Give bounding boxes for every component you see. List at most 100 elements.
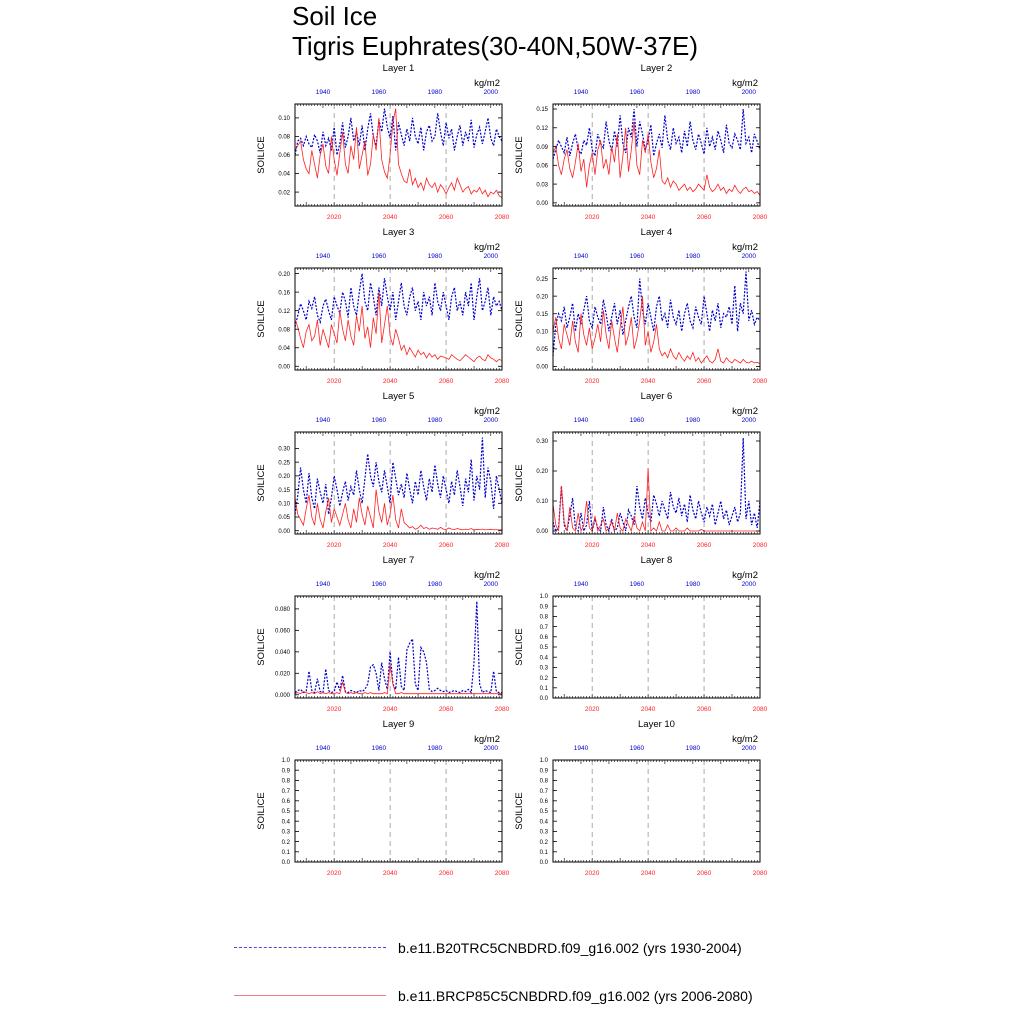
x-bottom-tick-label: 2060 xyxy=(439,706,454,713)
legend-historical-line xyxy=(234,947,386,948)
x-bottom-tick-label: 2040 xyxy=(641,378,656,385)
legend-future: b.e11.BRCP85C5CNBDRD.f09_g16.002 (yrs 20… xyxy=(234,986,794,1006)
y-axis-label: SOILICE xyxy=(256,136,267,174)
x-bottom-tick-label: 2020 xyxy=(585,378,600,385)
y-tick-label: 0.30 xyxy=(536,439,548,445)
panel-title: Layer 6 xyxy=(641,391,673,402)
y-tick-label: 0.06 xyxy=(536,164,548,170)
legend-future-line xyxy=(234,995,386,996)
y-tick-label: 0.15 xyxy=(278,488,290,494)
x-bottom-tick-label: 2040 xyxy=(383,378,398,385)
panel-layer-4: 0.00 0.05 0.10 0.15 0.20 0.25 2020 2040 2060 2080… xyxy=(514,227,768,385)
series-future-line xyxy=(294,489,503,531)
x-top-tick-label: 1960 xyxy=(630,417,645,424)
y-tick-label: 0.8 xyxy=(282,779,291,785)
plot-frame xyxy=(552,595,761,699)
y-axis-label: SOILICE xyxy=(514,464,525,502)
units-label: kg/m2 xyxy=(474,78,500,89)
series-historical-line xyxy=(294,437,503,515)
y-tick-label: 0.00 xyxy=(278,529,290,535)
x-top-tick-label: 2000 xyxy=(484,253,499,260)
panel-title: Layer 2 xyxy=(641,63,673,74)
x-top-tick-label: 1960 xyxy=(372,581,387,588)
y-tick-label: 0.10 xyxy=(536,499,548,505)
x-top-tick-label: 1940 xyxy=(316,253,331,260)
units-label: kg/m2 xyxy=(474,570,500,581)
panel-layer-5: 0.00 0.05 0.10 0.15 0.20 0.25 0.30 2020 2040 2060… xyxy=(256,391,510,549)
y-axis-label: SOILICE xyxy=(514,628,525,666)
x-top-tick-label: 1980 xyxy=(428,89,443,96)
panel-title: Layer 4 xyxy=(641,227,673,238)
panel-layer-9: 0.0 0.1 0.2 0.3 0.4 0.5 0.6 0.7 0.8 0.9 1.0 2020 204… xyxy=(256,719,510,877)
y-tick-label: 0.25 xyxy=(278,460,290,466)
panel-layer-10: 0.0 0.1 0.2 0.3 0.4 0.5 0.6 0.7 0.8 0.9 1.0 2020 204… xyxy=(514,719,768,877)
x-top-tick-label: 2000 xyxy=(742,581,757,588)
panel-title: Layer 9 xyxy=(383,719,415,730)
plot-frame xyxy=(294,595,503,699)
series-future-line xyxy=(294,108,503,199)
x-bottom-tick-label: 2040 xyxy=(641,870,656,877)
y-axis-label: SOILICE xyxy=(256,464,267,502)
x-top-tick-label: 1980 xyxy=(428,745,443,752)
y-tick-label: 0.12 xyxy=(278,309,290,315)
y-tick-label: 0.6 xyxy=(540,799,549,805)
x-top-tick-label: 1980 xyxy=(428,253,443,260)
y-tick-label: 0.020 xyxy=(275,672,291,678)
x-bottom-tick-label: 2040 xyxy=(383,706,398,713)
y-tick-label: 0.8 xyxy=(540,779,549,785)
units-label: kg/m2 xyxy=(474,406,500,417)
x-bottom-tick-label: 2060 xyxy=(697,542,712,549)
units-label: kg/m2 xyxy=(732,570,758,581)
plot-frame xyxy=(552,103,761,207)
y-tick-label: 0.00 xyxy=(278,364,290,370)
x-top-tick-label: 1980 xyxy=(428,581,443,588)
x-bottom-tick-label: 2080 xyxy=(495,706,510,713)
x-bottom-tick-label: 2060 xyxy=(697,870,712,877)
y-tick-label: 0.04 xyxy=(278,172,290,178)
panel-layer-2: 0.00 0.03 0.06 0.09 0.12 0.15 2020 2040 2060 2080… xyxy=(514,63,768,221)
x-top-tick-label: 1940 xyxy=(316,417,331,424)
x-bottom-tick-label: 2060 xyxy=(697,214,712,221)
y-tick-label: 0.0 xyxy=(540,860,549,866)
x-top-tick-label: 1960 xyxy=(372,417,387,424)
units-label: kg/m2 xyxy=(474,734,500,745)
y-tick-label: 0.06 xyxy=(278,153,290,159)
x-top-tick-label: 1980 xyxy=(428,417,443,424)
y-tick-label: 1.0 xyxy=(540,758,549,764)
legend-historical-label: b.e11.B20TRC5CNBDRD.f09_g16.002 (yrs 193… xyxy=(398,940,742,956)
y-tick-label: 0.1 xyxy=(282,850,291,856)
x-top-tick-label: 2000 xyxy=(742,745,757,752)
y-tick-label: 0.3 xyxy=(540,830,549,836)
x-bottom-tick-label: 2040 xyxy=(383,214,398,221)
y-axis-label: SOILICE xyxy=(514,792,525,830)
x-bottom-tick-label: 2040 xyxy=(641,706,656,713)
y-tick-label: 0.00 xyxy=(536,201,548,207)
plot-frame xyxy=(294,267,503,371)
y-axis-label: SOILICE xyxy=(514,300,525,338)
x-bottom-tick-label: 2020 xyxy=(327,542,342,549)
x-top-tick-label: 2000 xyxy=(484,417,499,424)
units-label: kg/m2 xyxy=(474,242,500,253)
y-tick-label: 0.05 xyxy=(278,515,290,521)
x-top-tick-label: 1940 xyxy=(574,581,589,588)
series-historical-line xyxy=(552,271,761,356)
y-tick-label: 0.4 xyxy=(282,819,291,825)
y-tick-label: 0.00 xyxy=(536,529,548,535)
chart-title: Soil Ice xyxy=(292,1,378,31)
units-label: kg/m2 xyxy=(732,78,758,89)
x-top-tick-label: 1940 xyxy=(316,89,331,96)
x-bottom-tick-label: 2020 xyxy=(327,214,342,221)
x-bottom-tick-label: 2060 xyxy=(439,870,454,877)
panel-title: Layer 10 xyxy=(638,719,675,730)
y-tick-label: 0.10 xyxy=(536,330,548,336)
y-tick-label: 0.15 xyxy=(536,107,548,113)
x-top-tick-label: 1960 xyxy=(630,745,645,752)
y-tick-label: 0.7 xyxy=(282,789,291,795)
x-top-tick-label: 2000 xyxy=(742,89,757,96)
x-top-tick-label: 1960 xyxy=(372,745,387,752)
x-bottom-tick-label: 2060 xyxy=(697,706,712,713)
y-tick-label: 0.03 xyxy=(536,182,548,188)
x-bottom-tick-label: 2080 xyxy=(753,870,768,877)
y-tick-label: 0.08 xyxy=(278,327,290,333)
